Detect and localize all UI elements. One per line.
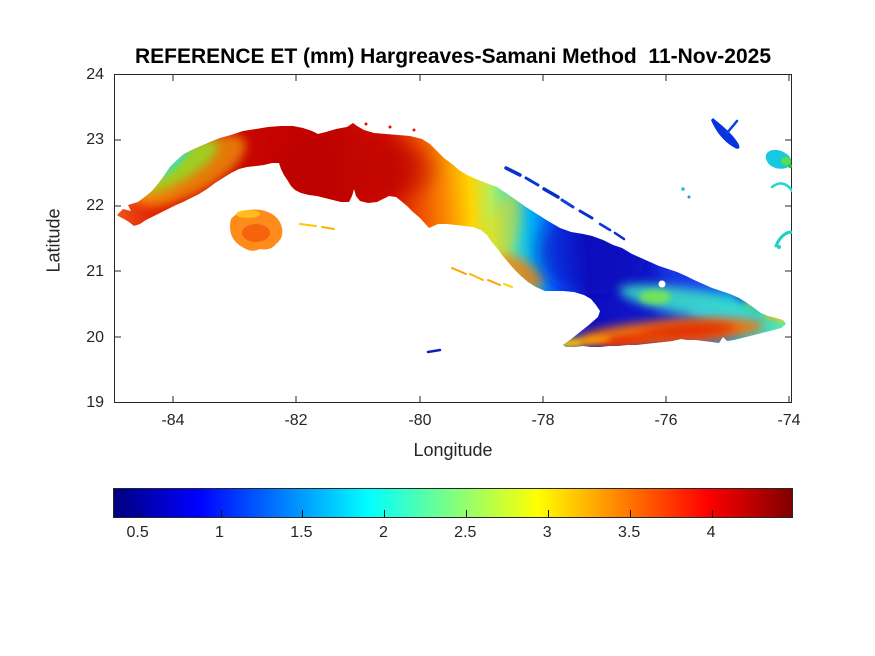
colorbar-tick-label: 3 — [542, 524, 552, 541]
plot-area — [114, 74, 792, 403]
x-tick-label: -82 — [284, 412, 308, 429]
y-axis-label: Latitude — [43, 208, 64, 273]
bahamas-islands — [681, 118, 792, 249]
y-tick-label: 21 — [86, 263, 104, 280]
colorbar-tick-label: 1.5 — [290, 524, 313, 541]
colorbar-tick-label: 2.5 — [454, 524, 477, 541]
colorbar — [113, 488, 793, 518]
colorbar-tick — [302, 510, 304, 517]
colorbar-tick-label: 3.5 — [617, 524, 641, 541]
x-tick-label: -80 — [408, 412, 432, 429]
x-tick-label: -78 — [531, 412, 555, 429]
y-tick-label: 20 — [86, 329, 104, 346]
y-tick-label: 23 — [86, 131, 104, 148]
x-tick-label: -76 — [654, 412, 678, 429]
x-axis-label: Longitude — [413, 440, 493, 460]
colorbar-tick — [220, 510, 222, 517]
colorbar-tick-label: 0.5 — [126, 524, 149, 541]
map-canvas — [114, 74, 792, 403]
small-north-cays — [364, 122, 416, 132]
colorbar-tick — [630, 510, 632, 517]
cuba-island — [117, 123, 786, 347]
north-coast-keys — [504, 166, 626, 241]
colorbar-tick — [712, 510, 714, 517]
cayman-islands-dash — [426, 348, 442, 354]
colorbar-tick — [138, 510, 140, 517]
colorbar-tick-label: 4 — [706, 524, 716, 541]
y-tick-label: 24 — [86, 66, 104, 83]
y-tick-label: 22 — [86, 197, 104, 214]
colorbar-tick-label: 1 — [215, 524, 224, 541]
colorbar-tick — [384, 510, 386, 517]
colorbar-tick — [548, 510, 550, 517]
x-tick-label: -74 — [777, 412, 801, 429]
isla-de-la-juventud — [230, 209, 283, 251]
chart-title: REFERENCE ET (mm) Hargreaves-Samani Meth… — [134, 45, 772, 68]
axis-ticks — [114, 74, 792, 403]
colorbar-tick-label: 2 — [378, 524, 388, 541]
x-tick-label: -84 — [161, 412, 185, 429]
colorbar-tick — [466, 510, 468, 517]
south-coast-cays — [299, 223, 513, 288]
y-tick-label: 19 — [86, 394, 104, 411]
